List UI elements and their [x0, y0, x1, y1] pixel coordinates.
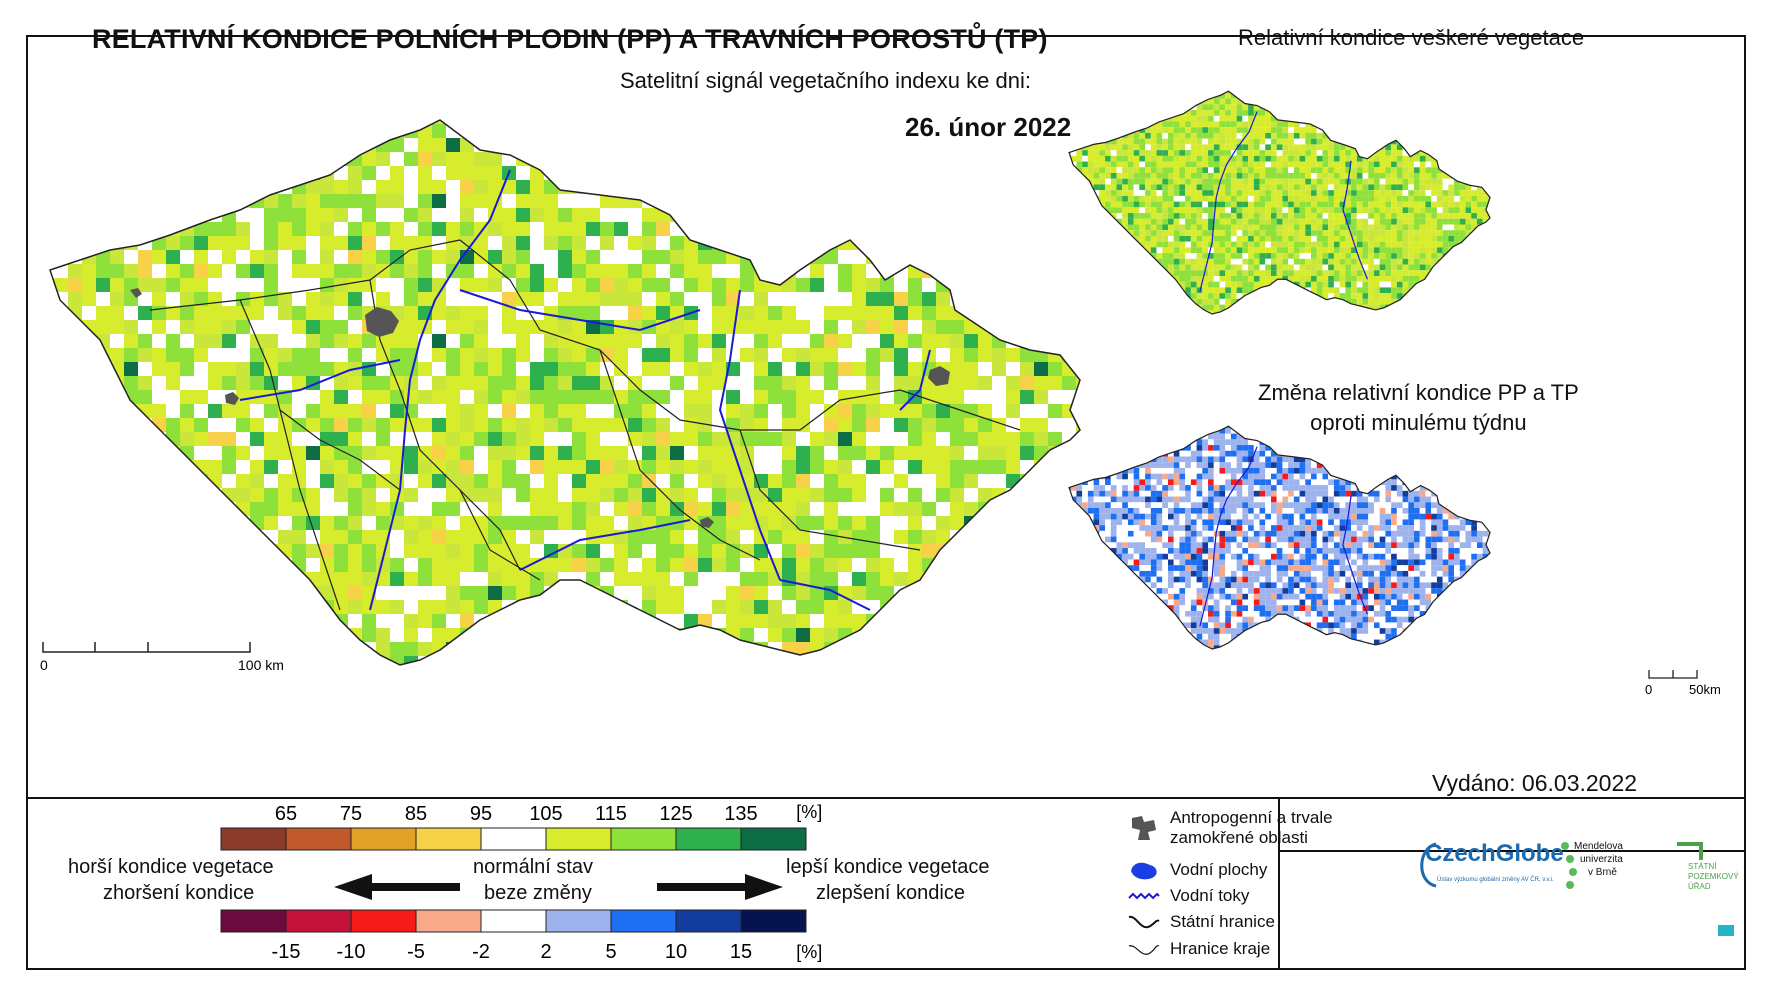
main-scale-zero: 0 — [40, 657, 48, 673]
legend-rivers-label: Vodní toky — [1170, 886, 1250, 905]
legend-swatch — [350, 909, 417, 933]
main-condition-map — [49, 119, 1081, 666]
legend-swatch — [675, 909, 742, 933]
legend-tick-label: -15 — [272, 941, 301, 963]
legend-swatch — [285, 909, 352, 933]
urban-areas — [130, 288, 950, 528]
legend-swatch — [545, 827, 612, 851]
legend-tick-label: -5 — [407, 941, 425, 963]
change-title-line2: oproti minulému týdnu — [1310, 410, 1527, 435]
legend-tick-label: 65 — [275, 803, 297, 825]
change-map — [1068, 425, 1491, 650]
legend-rivers: Vodní toky — [1128, 886, 1249, 906]
small-scale-end: 50km — [1689, 682, 1721, 697]
river-icon — [1128, 892, 1160, 900]
legend-tick-label: 125 — [659, 803, 692, 825]
region-borders — [149, 239, 1021, 611]
small-scale-zero: 0 — [1645, 682, 1652, 697]
small-scale-bar: 0 50km — [1645, 670, 1721, 697]
water-area-icon — [1131, 862, 1157, 880]
mendel-line1: Mendelova — [1574, 841, 1623, 852]
all-vegetation-title: Relativní kondice veškeré vegetace — [1238, 25, 1585, 50]
all-vegetation-map — [1068, 90, 1491, 315]
legend-swatch — [610, 827, 677, 851]
legend-border: Státní hranice — [1128, 912, 1275, 932]
legend-swatch — [740, 909, 807, 933]
spu-line2: POZEMKOVÝ — [1688, 872, 1739, 881]
mendel-line2: univerzita — [1580, 854, 1623, 865]
region-border-icon — [1128, 945, 1160, 955]
worse-label-2: zhoršení kondice — [103, 882, 255, 904]
legend-unit: [%] — [796, 942, 822, 962]
legend-tick-label: 105 — [529, 803, 562, 825]
legend-swatch — [740, 827, 807, 851]
legend-tick-label: 135 — [724, 803, 757, 825]
date-label: 26. únor 2022 — [905, 112, 1072, 142]
subtitle: Satelitní signál vegetačního indexu ke d… — [620, 68, 1031, 93]
main-scale-bar: 0 100 km — [40, 642, 284, 673]
issued-date: Vydáno: 06.03.2022 — [1432, 770, 1638, 796]
legend-tick-label: 95 — [470, 803, 492, 825]
better-label-1: lepší kondice vegetace — [786, 856, 990, 878]
legend-water-areas-label: Vodní plochy — [1170, 860, 1268, 879]
legend-water-areas: Vodní plochy — [1128, 859, 1267, 881]
legend-anthro-1: Antropogenní a trvale — [1170, 808, 1333, 827]
change-legend: -15 -10 -5 -2 2 5 10 15 [%] — [220, 909, 822, 963]
legend-border-label: Státní hranice — [1170, 912, 1275, 931]
spu-logo-mark — [1718, 925, 1734, 936]
legend-tick-label: 2 — [540, 941, 551, 963]
legend-tick-label: 75 — [340, 803, 362, 825]
legend-tick-label: 10 — [665, 941, 687, 963]
normal-label-2: beze změny — [484, 882, 592, 904]
better-label-2: zlepšení kondice — [816, 882, 965, 904]
legend-swatch — [480, 827, 547, 851]
main-scale-end: 100 km — [238, 657, 284, 673]
spu-logo: STÁTNÍ POZEMKOVÝ ÚŘAD — [1688, 862, 1739, 892]
legend-tick-label: 5 — [605, 941, 616, 963]
mendel-logo-icon — [1561, 842, 1577, 889]
legend-swatch — [675, 827, 742, 851]
legend-swatch — [285, 827, 352, 851]
legend-tick-label: -10 — [337, 941, 366, 963]
legend-regions: Hranice kraje — [1128, 939, 1270, 959]
legend-tick-label: -2 — [472, 941, 490, 963]
legend-swatch — [220, 827, 287, 851]
spu-logo-icon — [1677, 842, 1703, 860]
czechglobe-logo-sub: Ústav výzkumu globální změny AV ČR, v.v.… — [1437, 877, 1554, 883]
czechglobe-logo-icon — [1420, 842, 1437, 888]
spu-line3: ÚŘAD — [1688, 882, 1711, 891]
legend-vertical-divider — [1278, 797, 1280, 970]
legend-tick-label: 85 — [405, 803, 427, 825]
legend-tick-label: 115 — [595, 803, 627, 825]
change-title-line1: Změna relativní kondice PP a TP — [1258, 380, 1579, 405]
state-border-icon — [1128, 915, 1160, 929]
rivers — [239, 169, 931, 611]
legend-swatch — [220, 909, 287, 933]
urban-area-icon — [1132, 816, 1156, 840]
worse-label-1: horší kondice vegetace — [68, 856, 274, 878]
legend-swatch — [415, 827, 482, 851]
mendel-line3: v Brně — [1588, 867, 1617, 878]
legend-swatch — [480, 909, 547, 933]
legend-regions-label: Hranice kraje — [1170, 939, 1271, 958]
legend-swatch — [545, 909, 612, 933]
page-title: RELATIVNÍ KONDICE POLNÍCH PLODIN (PP) A … — [92, 24, 1048, 54]
czechglobe-logo: CzechGlobe — [1425, 840, 1564, 867]
legend-unit: [%] — [796, 802, 822, 822]
condition-legend: 65 75 85 95 105 115 125 135 [%] — [220, 802, 822, 851]
issued-divider — [1278, 850, 1746, 852]
change-title: Změna relativní kondice PP a TP oproti m… — [1258, 378, 1579, 438]
normal-label-1: normální stav — [473, 856, 594, 878]
legend-tick-label: 15 — [730, 941, 752, 963]
legend-anthro: Antropogenní a trvale zamokřené oblasti — [1128, 808, 1333, 848]
legend-divider — [28, 797, 1744, 799]
worse-arrow-icon — [334, 874, 460, 900]
legend-swatch — [415, 909, 482, 933]
spu-line1: STÁTNÍ — [1688, 862, 1717, 871]
legend-swatch — [610, 909, 677, 933]
better-arrow-icon — [657, 874, 783, 900]
mendel-logo: Mendelova univerzita v Brně — [1574, 840, 1623, 879]
legend-swatch — [350, 827, 417, 851]
legend-anthro-2: zamokřené oblasti — [1170, 828, 1308, 847]
